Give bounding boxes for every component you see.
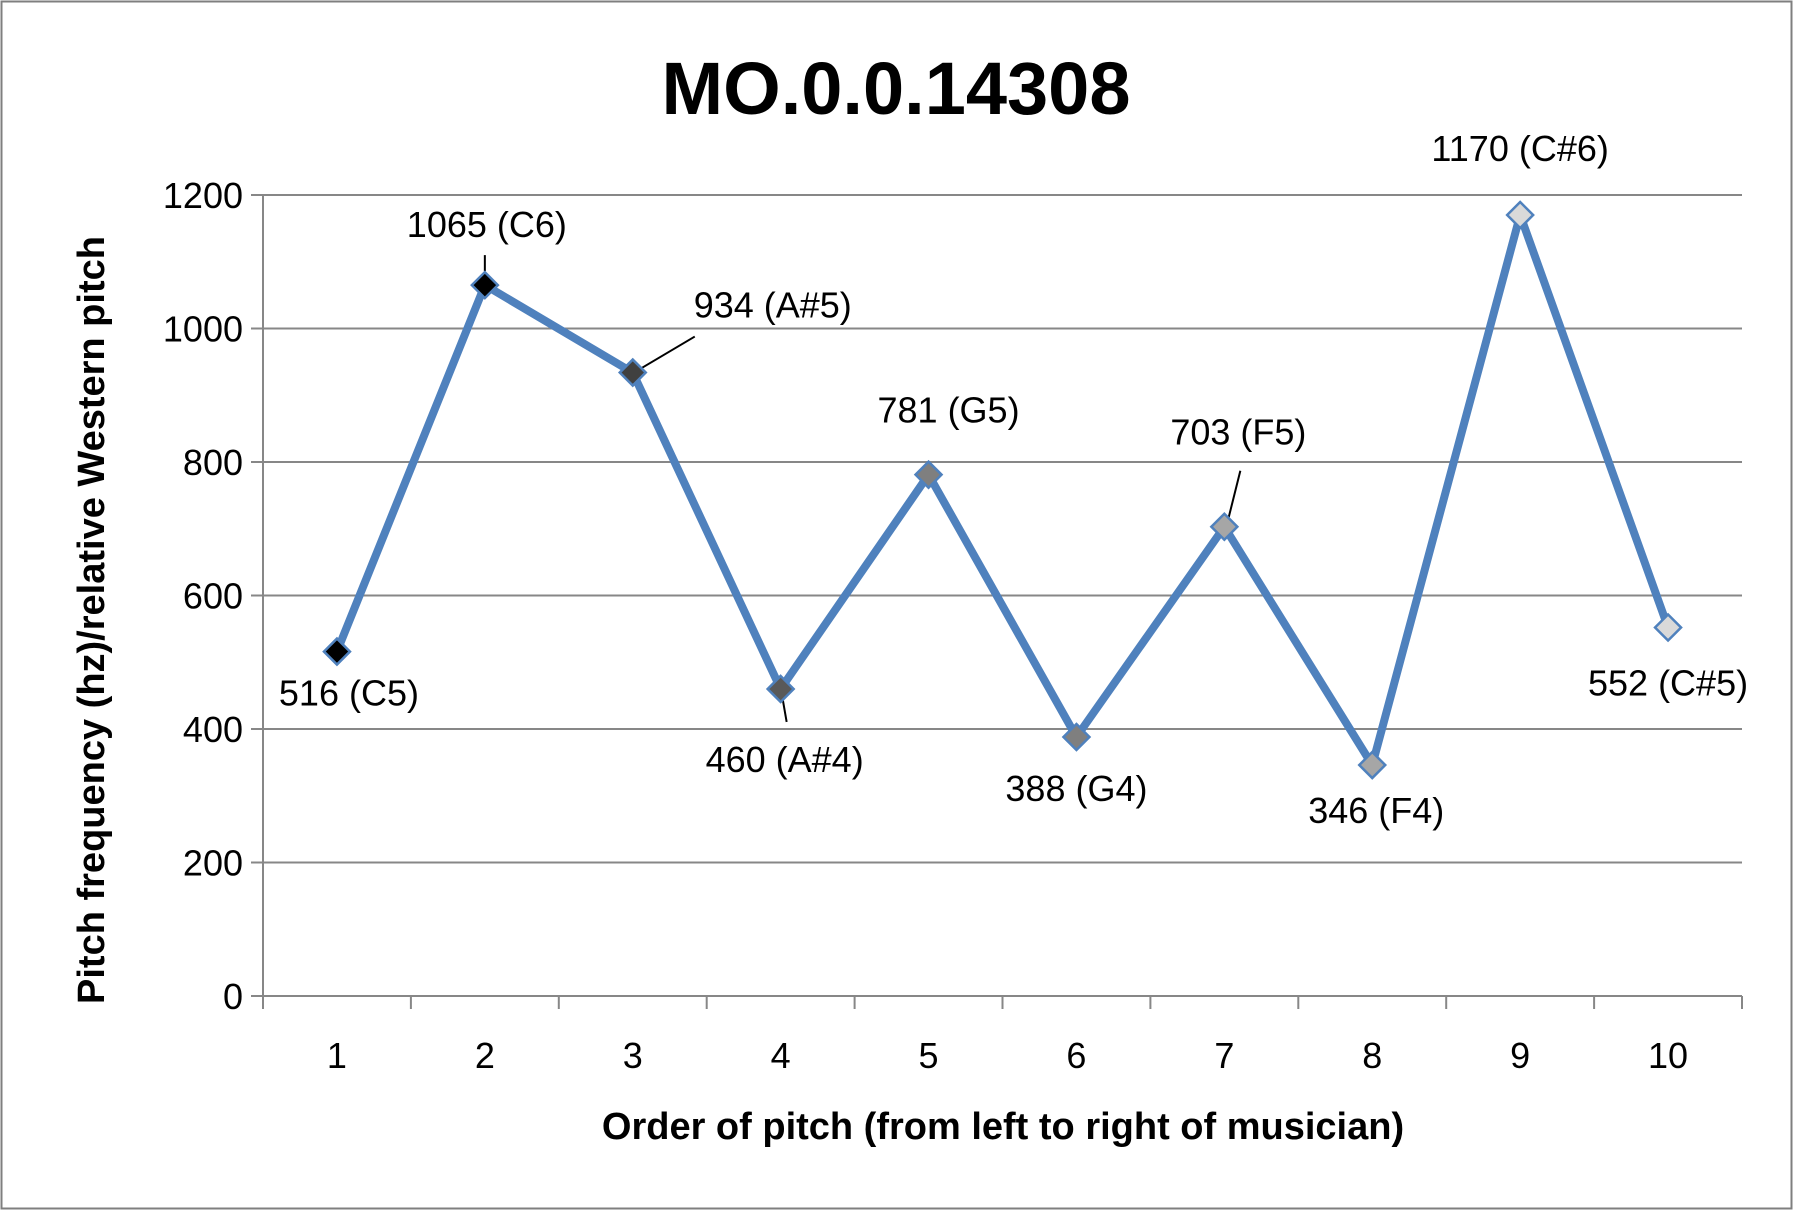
y-tick-labels: 0 200 400 600 800 1000 1200 xyxy=(163,175,243,1017)
y-tick-label: 400 xyxy=(183,709,243,750)
data-markers xyxy=(322,200,1683,780)
data-marker xyxy=(1061,722,1092,752)
data-label: 388 (G4) xyxy=(1005,768,1147,809)
chart-title: MO.0.0.14308 xyxy=(662,47,1131,130)
data-label: 703 (F5) xyxy=(1170,412,1306,453)
y-tick-label: 1200 xyxy=(163,175,243,216)
x-tick-label: 1 xyxy=(327,1035,347,1076)
x-tick-label: 3 xyxy=(623,1035,643,1076)
axes xyxy=(251,194,1743,1009)
gridlines xyxy=(263,194,1742,864)
x-tick-label: 4 xyxy=(771,1035,791,1076)
data-marker xyxy=(913,459,944,490)
x-tick-label: 2 xyxy=(475,1035,495,1076)
y-tick-label: 800 xyxy=(183,442,243,483)
y-tick-label: 0 xyxy=(223,976,243,1017)
series-line xyxy=(332,211,1673,770)
data-labels: 516 (C5) 1065 (C6) 934 (A#5) 460 (A#4) 781 (… xyxy=(279,128,1748,831)
data-label: 934 (A#5) xyxy=(694,285,852,326)
leader-line xyxy=(1227,470,1242,519)
data-label: 1170 (C#6) xyxy=(1431,128,1608,169)
series-polyline xyxy=(332,211,1673,770)
y-tick-label: 1000 xyxy=(163,309,243,350)
leader-line xyxy=(781,698,788,723)
data-label: 781 (G5) xyxy=(878,390,1020,431)
x-tick-label: 5 xyxy=(919,1035,939,1076)
x-tick-label: 8 xyxy=(1362,1035,1382,1076)
data-marker xyxy=(322,636,352,667)
data-label: 460 (A#4) xyxy=(706,739,864,780)
data-marker xyxy=(1653,612,1683,643)
data-label: 346 (F4) xyxy=(1308,790,1444,831)
data-marker xyxy=(765,674,796,704)
x-axis-title: Order of pitch (from left to right of mu… xyxy=(602,1106,1404,1148)
data-marker xyxy=(1505,200,1535,230)
y-axis-title: Pitch frequency (hz)/relative Western pi… xyxy=(71,236,113,1004)
leader-line xyxy=(640,335,696,370)
y-tick-label: 200 xyxy=(183,843,243,884)
data-label-leader-lines xyxy=(483,255,1242,723)
data-label: 552 (C#5) xyxy=(1588,663,1748,704)
y-tick-label: 600 xyxy=(183,576,243,617)
data-label: 1065 (C6) xyxy=(407,204,567,245)
x-tick-label: 7 xyxy=(1214,1035,1234,1076)
data-marker xyxy=(470,270,500,300)
x-tick-labels: 1 2 3 4 5 6 7 8 9 10 xyxy=(327,1035,1688,1076)
x-tick-label: 9 xyxy=(1510,1035,1530,1076)
data-marker xyxy=(1357,750,1388,780)
x-tick-label: 10 xyxy=(1648,1035,1688,1076)
data-marker xyxy=(1209,511,1240,542)
data-marker xyxy=(617,357,648,388)
x-tick-label: 6 xyxy=(1066,1035,1086,1076)
data-label: 516 (C5) xyxy=(279,673,419,714)
